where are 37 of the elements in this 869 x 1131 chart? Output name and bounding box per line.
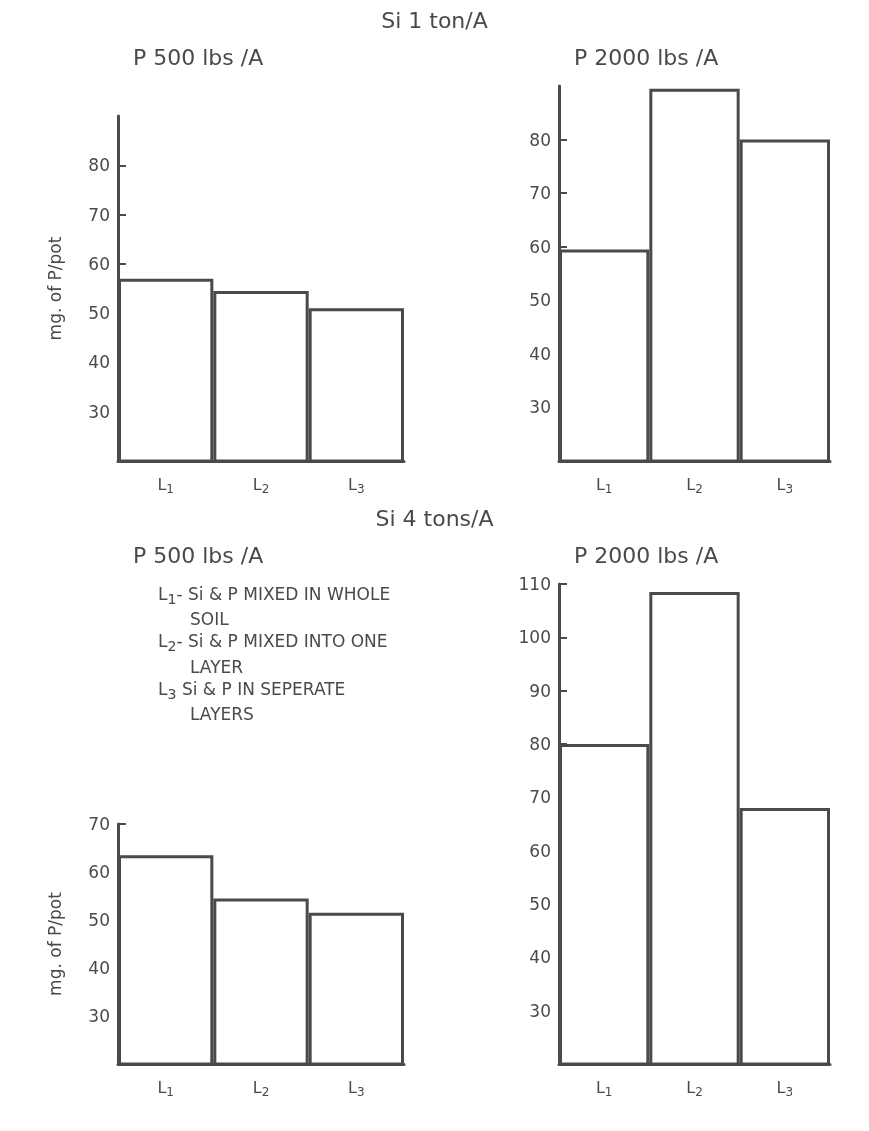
text: L$_{2}$- Si & P MIXED INTO ONE LAYER <box>158 631 389 677</box>
y-tick-label: 100 <box>518 627 551 648</box>
y-tick-label: 70 <box>88 814 110 834</box>
y-tick-label: 80 <box>529 734 551 754</box>
y-tick-label: 40 <box>88 958 110 978</box>
y-tick-label: 80 <box>529 129 551 150</box>
y-tick-label: 40 <box>529 343 551 364</box>
y-tick-label: 60 <box>88 253 110 274</box>
y-tick-label: 40 <box>88 352 110 373</box>
y-tick-label: 30 <box>529 1000 551 1021</box>
text: L$_{1}$- Si & P MIXED IN WHOLE SOIL <box>158 584 392 630</box>
chart-title: P 2000 lbs /A <box>574 542 719 568</box>
y-tick-label: 70 <box>529 787 551 808</box>
y-tick-label: 30 <box>88 401 110 422</box>
chart-subtitle: Si 4 tons/A <box>375 506 494 531</box>
y-tick-label: 70 <box>529 183 551 204</box>
y-tick-label: 50 <box>529 290 551 311</box>
y-tick-label: 30 <box>529 397 551 418</box>
y-tick-label: 80 <box>88 155 110 176</box>
chart-title: P 500 lbs /A <box>133 542 264 568</box>
chart-subtitle: Si 1 ton/A <box>381 8 488 33</box>
y-tick-label: 60 <box>529 236 551 257</box>
y-tick-label: 90 <box>529 680 551 701</box>
y-tick-label: 50 <box>88 303 110 324</box>
text: L$_{3}$ Si & P IN SEPERATE LAYERS <box>158 678 347 725</box>
y-axis-title: mg. of P/pot <box>44 891 65 996</box>
y-tick-label: 110 <box>518 574 551 594</box>
chart-title: P 2000 lbs /A <box>574 44 719 70</box>
y-tick-label: 50 <box>529 894 551 914</box>
y-tick-label: 60 <box>529 840 551 861</box>
y-axis-title: mg. of P/pot <box>44 236 65 341</box>
y-tick-label: 30 <box>88 1006 110 1026</box>
chart-title: P 500 lbs /A <box>133 44 264 70</box>
y-tick-label: 50 <box>88 910 110 930</box>
y-tick-label: 60 <box>88 862 110 882</box>
y-tick-label: 70 <box>88 204 110 225</box>
y-tick-label: 40 <box>529 947 551 968</box>
